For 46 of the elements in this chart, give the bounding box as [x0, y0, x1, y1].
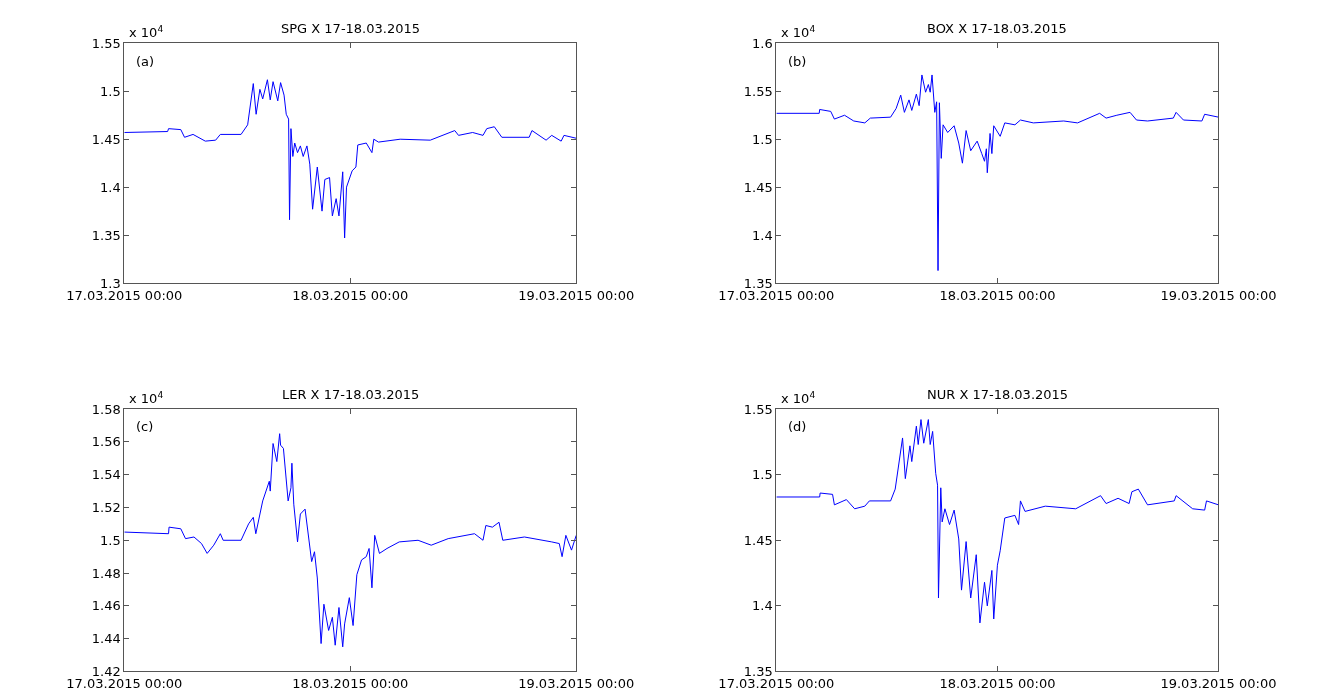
y-tick-label: 1.4 [752, 598, 773, 614]
y-tick-label: 1.56 [91, 434, 121, 450]
y-tick-label: 1.54 [91, 467, 121, 483]
x-tick-label: 19.03.2015 00:00 [1160, 676, 1277, 692]
chart-title: SPG X 17-18.03.2015 [281, 21, 421, 36]
x-tick-label: 19.03.2015 00:00 [1160, 287, 1277, 303]
text: x 10$^{4}$ [129, 390, 164, 407]
y-tick-label: 1.4 [752, 227, 773, 243]
y-tick-label: 1.55 [743, 401, 773, 417]
x-tick-label: 18.03.2015 00:00 [939, 676, 1056, 692]
y-tick-label: 1.48 [91, 565, 121, 581]
y-tick-label: 1.35 [91, 227, 121, 243]
chart-title: LER X 17-18.03.2015 [282, 387, 420, 402]
y-tick-label: 1.45 [743, 179, 773, 195]
y-tick-label: 1.55 [743, 83, 773, 99]
y-tick-label: 1.55 [91, 35, 121, 51]
y-tick-label: 1.5 [100, 532, 121, 548]
x-tick-label: 18.03.2015 00:00 [292, 287, 409, 303]
line-series [124, 79, 577, 239]
text: x 10$^{4}$ [129, 24, 164, 41]
chart-title: NUR X 17-18.03.2015 [927, 387, 1069, 402]
line-series [776, 419, 1219, 624]
text: x 10$^{4}$ [781, 24, 816, 41]
annotation: (d) [788, 419, 807, 434]
y-tick-label: 1.46 [91, 598, 121, 614]
y-tick-label: 1.4 [100, 179, 121, 195]
annotation: (a) [136, 54, 155, 69]
annotation: (c) [136, 419, 154, 434]
line-series [776, 74, 1219, 272]
x-tick-label: 18.03.2015 00:00 [292, 676, 409, 692]
y-tick-label: 1.58 [91, 401, 121, 417]
text: x 10$^{4}$ [781, 390, 816, 407]
y-tick-label: 1.6 [752, 35, 773, 51]
x-tick-label: 19.03.2015 00:00 [518, 676, 635, 692]
y-tick-label: 1.45 [743, 532, 773, 548]
chart-title: BOX X 17-18.03.2015 [927, 21, 1067, 36]
y-tick-label: 1.5 [752, 467, 773, 483]
y-tick-label: 1.45 [91, 131, 121, 147]
annotation: (b) [788, 54, 807, 69]
y-tick-label: 1.5 [100, 83, 121, 99]
y-tick-label: 1.44 [91, 631, 121, 647]
line-series [124, 433, 577, 648]
y-tick-label: 1.52 [91, 500, 121, 516]
y-tick-label: 1.5 [752, 131, 773, 147]
x-tick-label: 19.03.2015 00:00 [518, 287, 635, 303]
x-tick-label: 18.03.2015 00:00 [939, 287, 1056, 303]
